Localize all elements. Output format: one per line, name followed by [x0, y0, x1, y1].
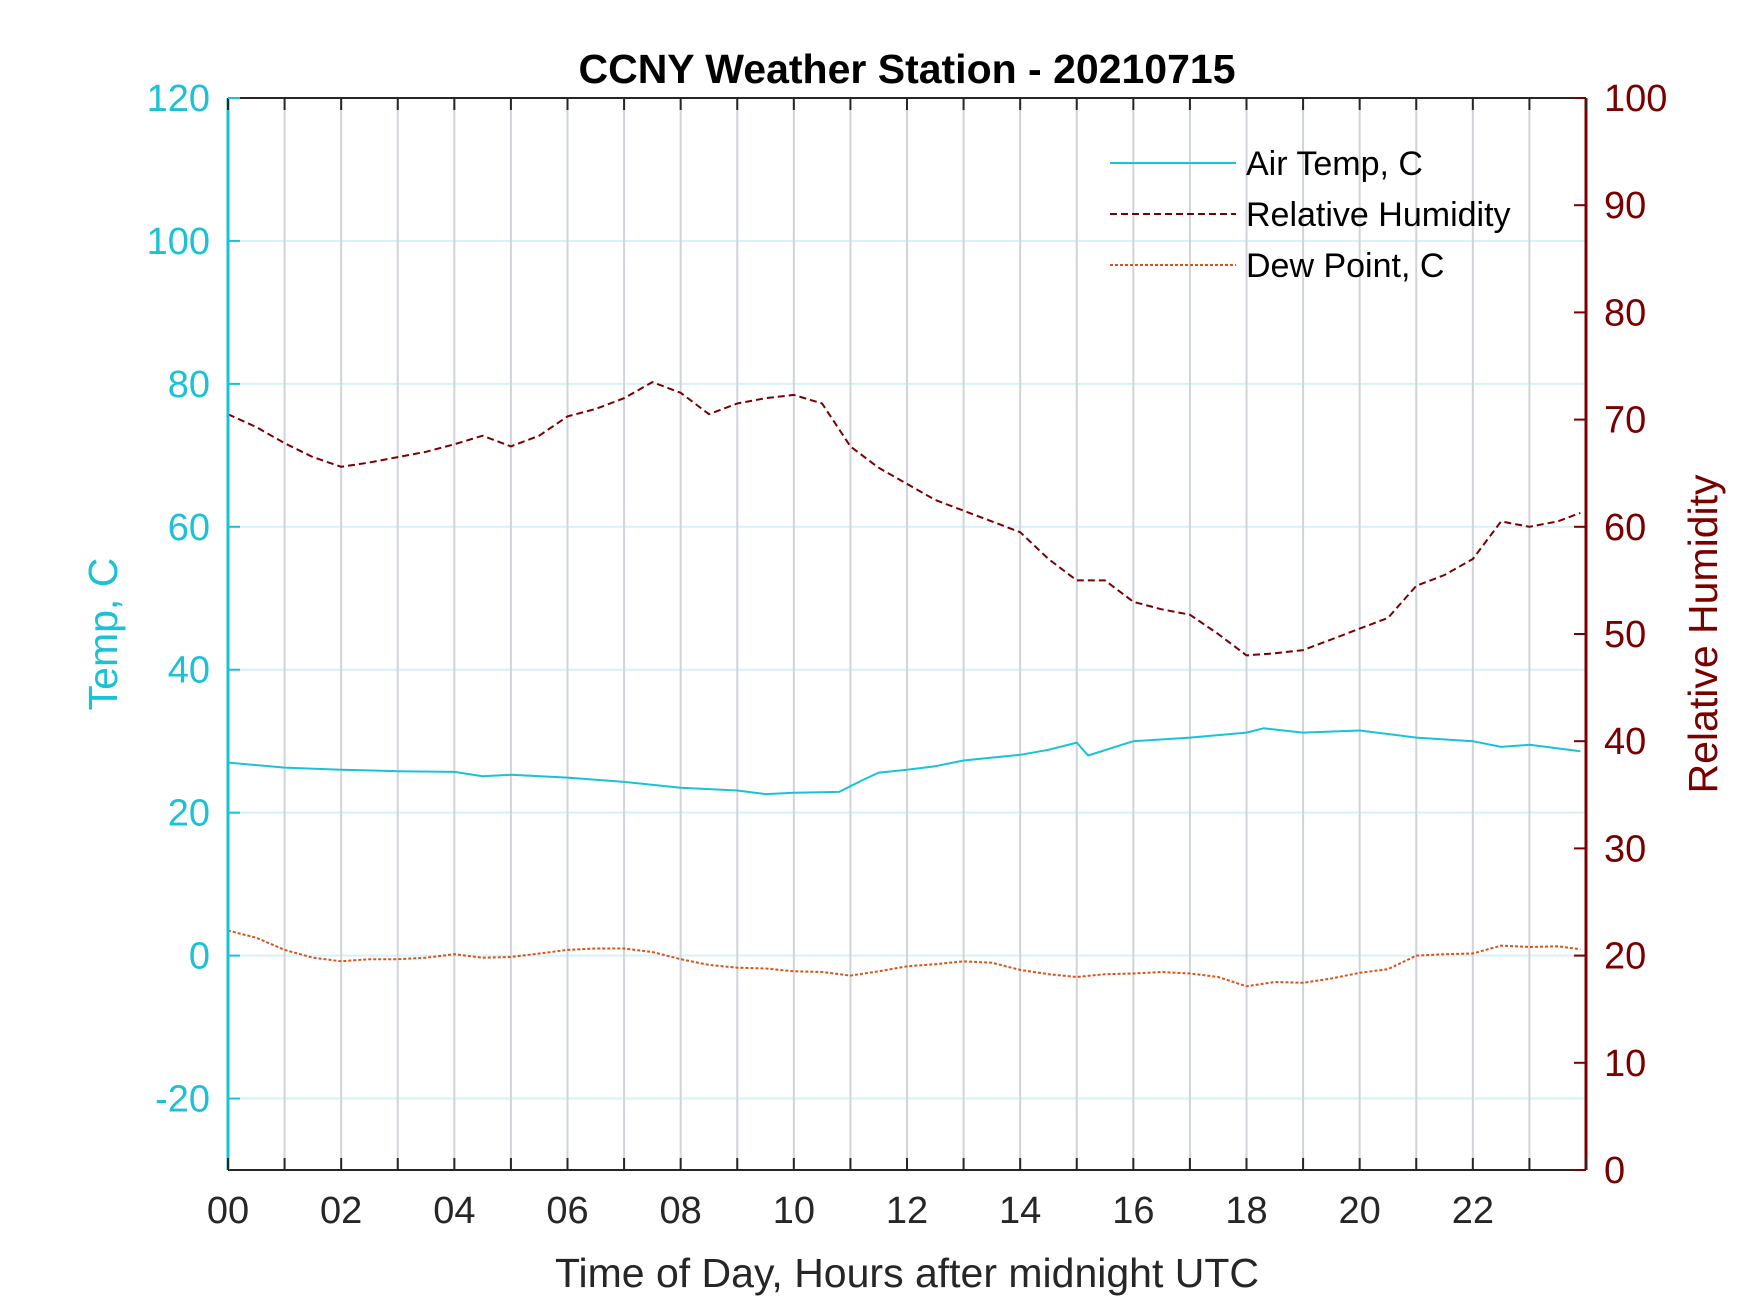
y-left-tick-label: 60 — [168, 507, 210, 549]
series-line-2 — [227, 929, 1581, 988]
x-tick-label: 14 — [999, 1190, 1041, 1232]
x-tick-label: 22 — [1452, 1190, 1494, 1232]
chart-title: CCNY Weather Station - 20210715 — [578, 46, 1235, 92]
y-left-tick-label: 40 — [168, 650, 210, 692]
legend-label: Dew Point, C — [1246, 247, 1444, 285]
y-axis-label-right: Relative Humidity — [1680, 474, 1726, 793]
left-tick-labels: -20 0 20 40 60 80 100 120 — [147, 78, 210, 1121]
y-left-tick-label: 100 — [147, 221, 210, 263]
x-tick-label: 10 — [773, 1190, 815, 1232]
y-right-tick-label: 0 — [1604, 1150, 1625, 1192]
y-right-tick-label: 70 — [1604, 400, 1646, 442]
x-tick-label: 02 — [320, 1190, 362, 1232]
y-right-tick-label: 50 — [1604, 614, 1646, 656]
series-line-1 — [227, 381, 1581, 657]
y-right-tick-label: 40 — [1604, 721, 1646, 763]
y-axis-label-left: Temp, C — [80, 558, 126, 711]
x-axis-label: Time of Day, Hours after midnight UTC — [555, 1250, 1259, 1296]
y-right-tick-label: 80 — [1604, 292, 1646, 334]
y-right-tick-label: 10 — [1604, 1043, 1646, 1085]
y-right-tick-label: 90 — [1604, 185, 1646, 227]
x-tick-label: 08 — [660, 1190, 702, 1232]
y-left-tick-label: 20 — [168, 793, 210, 835]
legend-label: Relative Humidity — [1246, 196, 1511, 234]
series-layer — [227, 381, 1581, 988]
y-right-tick-label: 30 — [1604, 828, 1646, 870]
x-tick-label: 04 — [433, 1190, 475, 1232]
axes — [226, 97, 1588, 1171]
x-tick-label: 00 — [207, 1190, 249, 1232]
y-left-tick-label: 80 — [168, 364, 210, 406]
series-line-0 — [227, 727, 1581, 796]
y-right-tick-label: 60 — [1604, 507, 1646, 549]
x-tick-label: 18 — [1225, 1190, 1267, 1232]
right-tick-labels: 0 10 20 30 40 50 60 70 80 90 100 — [1604, 78, 1667, 1192]
y-right-tick-label: 100 — [1604, 78, 1667, 120]
x-tick-label: 20 — [1339, 1190, 1381, 1232]
vertical-grid — [283, 98, 1531, 1170]
legend-label: Air Temp, C — [1246, 145, 1423, 183]
legend: Air Temp, C Relative Humidity Dew Point, C — [1110, 145, 1511, 285]
y-left-tick-label: -20 — [155, 1079, 210, 1121]
x-tick-label: 12 — [886, 1190, 928, 1232]
x-tick-label: 16 — [1112, 1190, 1154, 1232]
x-tick-labels: 00 02 04 06 08 10 12 14 16 18 20 22 — [207, 1190, 1494, 1232]
x-tick-label: 06 — [546, 1190, 588, 1232]
y-left-tick-label: 120 — [147, 78, 210, 120]
y-left-tick-label: 0 — [189, 936, 210, 978]
y-right-tick-label: 20 — [1604, 936, 1646, 978]
